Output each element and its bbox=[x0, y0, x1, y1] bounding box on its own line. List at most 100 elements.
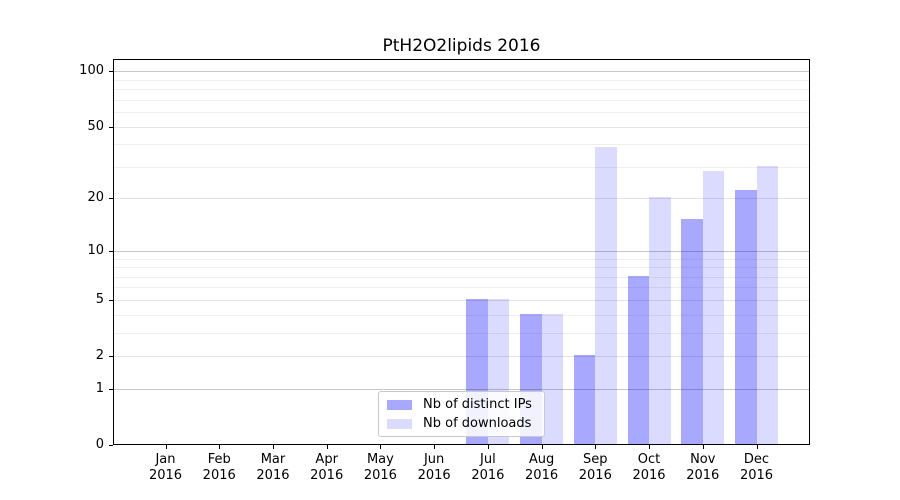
x-tick-year: 2016 bbox=[525, 468, 559, 483]
x-tick-mark-jul bbox=[487, 445, 489, 449]
x-tick-label-jun: Jun 2016 bbox=[402, 452, 466, 484]
x-tick-mark-may bbox=[380, 445, 382, 449]
x-tick-label-may: May 2016 bbox=[348, 452, 412, 484]
gridline-60 bbox=[114, 112, 809, 114]
y-tick-label-50: 50 bbox=[87, 118, 104, 134]
gridline-5 bbox=[114, 299, 809, 301]
y-tick-mark-0 bbox=[109, 445, 113, 446]
legend: Nb of distinct IPs Nb of downloads bbox=[378, 391, 545, 437]
x-tick-mark-oct bbox=[649, 445, 651, 449]
y-tick-mark-1 bbox=[109, 388, 113, 390]
x-tick-month: Sep bbox=[583, 452, 608, 467]
gridline-50 bbox=[114, 126, 809, 128]
x-tick-month: Apr bbox=[315, 452, 338, 467]
x-tick-mark-mar bbox=[272, 445, 274, 449]
gridline-30 bbox=[114, 166, 809, 168]
x-tick-month: Aug bbox=[528, 452, 555, 467]
y-tick-mark-5 bbox=[109, 299, 113, 301]
legend-entry-distinct-ips: Nb of distinct IPs bbox=[387, 396, 536, 412]
bar-distinct-ips-dec bbox=[735, 190, 757, 444]
x-tick-month: Mar bbox=[260, 452, 286, 467]
legend-label-downloads: Nb of downloads bbox=[423, 415, 532, 431]
x-tick-month: Feb bbox=[207, 452, 231, 467]
gridline-10 bbox=[114, 250, 809, 252]
chart-title: PtH2O2lipids 2016 bbox=[382, 36, 541, 56]
x-tick-label-feb: Feb 2016 bbox=[187, 452, 251, 484]
x-tick-year: 2016 bbox=[256, 468, 290, 483]
gridline-4 bbox=[114, 314, 809, 316]
x-tick-year: 2016 bbox=[686, 468, 720, 483]
x-tick-mark-jun bbox=[434, 445, 436, 449]
x-tick-year: 2016 bbox=[310, 468, 344, 483]
gridline-90 bbox=[114, 79, 809, 81]
bar-downloads-nov bbox=[702, 171, 725, 444]
x-tick-month: Dec bbox=[743, 452, 770, 467]
bar-downloads-aug bbox=[541, 313, 564, 444]
y-tick-label-1: 1 bbox=[95, 380, 104, 396]
x-tick-mark-aug bbox=[541, 445, 543, 449]
x-tick-mark-apr bbox=[326, 445, 328, 449]
x-tick-year: 2016 bbox=[148, 468, 183, 483]
y-tick-mark-100 bbox=[109, 71, 113, 73]
x-tick-mark-sep bbox=[595, 445, 597, 449]
gridline-1 bbox=[114, 388, 809, 390]
gridline-20 bbox=[114, 198, 809, 200]
x-tick-year: 2016 bbox=[578, 468, 612, 483]
bar-downloads-oct bbox=[649, 197, 671, 444]
y-tick-mark-2 bbox=[109, 356, 113, 358]
x-tick-month: Jun bbox=[423, 452, 445, 467]
legend-swatch-downloads-icon bbox=[387, 418, 412, 429]
x-tick-year: 2016 bbox=[417, 468, 451, 483]
x-tick-label-nov: Nov 2016 bbox=[671, 452, 735, 484]
bar-distinct-ips-nov bbox=[681, 219, 703, 444]
x-tick-label-jul: Jul 2016 bbox=[456, 452, 520, 484]
gridline-70 bbox=[114, 99, 809, 101]
gridline-7 bbox=[114, 276, 809, 278]
gridline-2 bbox=[114, 356, 809, 358]
y-tick-mark-20 bbox=[109, 198, 113, 200]
x-tick-mark-nov bbox=[702, 445, 704, 449]
y-tick-label-100: 100 bbox=[79, 63, 104, 79]
x-tick-year: 2016 bbox=[739, 468, 774, 483]
y-tick-mark-10 bbox=[109, 250, 113, 252]
bar-downloads-sep bbox=[595, 147, 617, 444]
plot-area bbox=[113, 59, 810, 445]
x-tick-month: May bbox=[366, 452, 394, 467]
x-tick-year: 2016 bbox=[632, 468, 666, 483]
bar-distinct-ips-oct bbox=[627, 275, 650, 444]
gridline-80 bbox=[114, 89, 809, 91]
gridline-6 bbox=[114, 287, 809, 289]
x-tick-mark-feb bbox=[219, 445, 221, 449]
gridline-8 bbox=[114, 267, 809, 269]
x-tick-label-apr: Apr 2016 bbox=[295, 452, 359, 484]
x-tick-month: Jul bbox=[480, 452, 496, 467]
x-tick-month: Nov bbox=[690, 452, 716, 467]
y-tick-label-2: 2 bbox=[95, 348, 104, 364]
x-tick-year: 2016 bbox=[202, 468, 236, 483]
x-tick-month: Oct bbox=[637, 452, 661, 467]
y-tick-label-10: 10 bbox=[87, 242, 104, 258]
x-tick-mark-dec bbox=[756, 445, 758, 449]
y-tick-mark-50 bbox=[109, 126, 113, 128]
gridline-100 bbox=[114, 71, 809, 73]
x-tick-label-dec: Dec 2016 bbox=[725, 452, 789, 484]
legend-swatch-distinct-ips-icon bbox=[387, 399, 412, 410]
gridline-40 bbox=[114, 144, 809, 146]
x-tick-year: 2016 bbox=[471, 468, 505, 483]
x-tick-label-aug: Aug 2016 bbox=[510, 452, 574, 484]
gridline-9 bbox=[114, 258, 809, 260]
bar-distinct-ips-sep bbox=[573, 355, 596, 444]
y-tick-label-20: 20 bbox=[87, 190, 104, 206]
x-tick-year: 2016 bbox=[363, 468, 397, 483]
bar-downloads-dec bbox=[756, 165, 778, 444]
y-tick-label-0: 0 bbox=[95, 437, 104, 452]
legend-entry-downloads: Nb of downloads bbox=[387, 415, 536, 431]
x-tick-mark-jan bbox=[165, 445, 167, 449]
gridline-3 bbox=[114, 332, 809, 334]
x-tick-label-oct: Oct 2016 bbox=[617, 452, 681, 484]
x-tick-label-mar: Mar 2016 bbox=[241, 452, 305, 484]
x-tick-month: Jan bbox=[155, 452, 176, 467]
legend-label-distinct-ips: Nb of distinct IPs bbox=[423, 396, 532, 412]
y-tick-label-5: 5 bbox=[95, 291, 104, 307]
